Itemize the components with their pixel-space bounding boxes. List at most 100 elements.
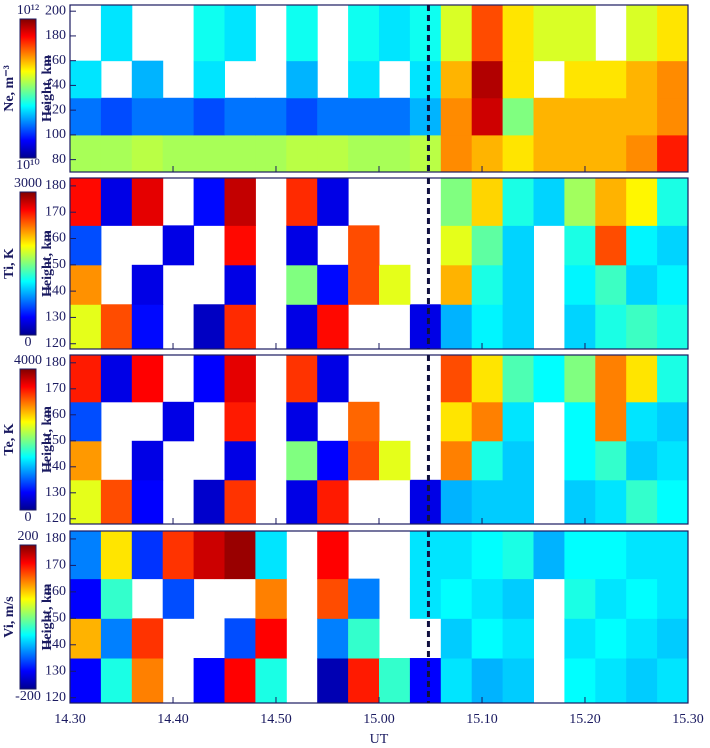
cell xyxy=(595,178,627,226)
y-tick-label: 200 xyxy=(45,3,66,18)
cell xyxy=(317,304,349,350)
cell xyxy=(100,578,133,619)
cell xyxy=(626,178,658,226)
cell xyxy=(657,134,689,173)
cell xyxy=(317,178,349,226)
cell xyxy=(409,5,442,62)
cell xyxy=(286,304,318,350)
cell xyxy=(286,440,318,481)
cell xyxy=(626,658,658,704)
cell xyxy=(286,5,318,62)
cell xyxy=(502,401,534,442)
cell xyxy=(409,60,442,99)
cell xyxy=(317,479,349,525)
y-tick-label: 130 xyxy=(45,485,66,500)
cell xyxy=(70,578,102,619)
cell xyxy=(348,440,380,481)
cell xyxy=(657,479,689,525)
colorbar-label: Ti, K xyxy=(2,248,17,279)
cell xyxy=(471,5,504,62)
cell xyxy=(471,658,504,704)
cell xyxy=(471,225,504,266)
cell xyxy=(224,355,256,403)
cell xyxy=(193,97,225,136)
cell xyxy=(626,264,658,305)
cell xyxy=(440,618,473,659)
cell xyxy=(440,304,473,350)
cell xyxy=(471,304,504,350)
cell xyxy=(626,401,658,442)
cell xyxy=(317,578,349,619)
cell xyxy=(502,531,534,580)
cell xyxy=(626,479,658,525)
cell xyxy=(626,97,658,136)
cell xyxy=(564,178,596,226)
colorbar-label: Ne, m⁻³ xyxy=(2,65,17,112)
y-tick-label: 140 xyxy=(45,78,66,93)
colorbar-tick-label: -200 xyxy=(15,689,41,704)
y-tick-label: 130 xyxy=(45,663,66,678)
cell xyxy=(502,264,534,305)
cell xyxy=(440,440,473,481)
cell xyxy=(626,578,658,619)
colorbar-tick-label: 0 xyxy=(25,335,32,350)
cell xyxy=(440,134,473,173)
y-tick-label: 130 xyxy=(45,310,66,325)
cell xyxy=(409,134,442,173)
cell xyxy=(193,5,225,62)
cell xyxy=(131,531,164,580)
cell xyxy=(224,401,256,442)
cell xyxy=(224,479,256,525)
cell xyxy=(379,97,411,136)
cell xyxy=(131,440,164,481)
y-tick-label: 80 xyxy=(52,152,66,167)
y-tick-label: 160 xyxy=(45,407,66,422)
cell xyxy=(626,60,658,99)
cell xyxy=(502,578,534,619)
cell xyxy=(595,264,627,305)
cell xyxy=(379,5,411,62)
cell xyxy=(100,479,133,525)
cell xyxy=(657,60,689,99)
cell xyxy=(131,658,164,704)
cell xyxy=(286,134,318,173)
cell xyxy=(379,134,411,173)
cell xyxy=(286,60,318,99)
cell xyxy=(595,578,627,619)
cell xyxy=(193,304,225,350)
colorbar xyxy=(19,191,37,336)
cell xyxy=(440,60,473,99)
cell xyxy=(409,578,442,619)
y-tick-label: 120 xyxy=(45,102,66,117)
cell xyxy=(70,134,102,173)
cell xyxy=(502,5,534,62)
cell xyxy=(70,618,102,659)
cell xyxy=(317,97,349,136)
cell xyxy=(626,134,658,173)
cell xyxy=(657,658,689,704)
cell xyxy=(131,264,164,305)
x-tick-label: 14.40 xyxy=(157,712,189,727)
cell xyxy=(317,531,349,580)
cell xyxy=(193,60,225,99)
cell xyxy=(255,531,287,580)
cell xyxy=(70,264,102,305)
cell xyxy=(255,134,287,173)
y-axis-label: Height, km xyxy=(40,55,55,122)
cell xyxy=(595,304,627,350)
colorbar-label: Te, K xyxy=(2,423,17,455)
colorbar-tick-label: 0 xyxy=(25,510,32,525)
colorbar xyxy=(19,18,37,159)
cell xyxy=(564,401,596,442)
cell xyxy=(131,178,164,226)
cell xyxy=(317,658,349,704)
cell xyxy=(162,578,195,619)
cell xyxy=(626,304,658,350)
cell xyxy=(657,401,689,442)
y-tick-label: 140 xyxy=(45,637,66,652)
cell xyxy=(657,531,689,580)
cell xyxy=(286,97,318,136)
y-tick-label: 160 xyxy=(45,584,66,599)
cell xyxy=(162,401,195,442)
cell xyxy=(286,355,318,403)
